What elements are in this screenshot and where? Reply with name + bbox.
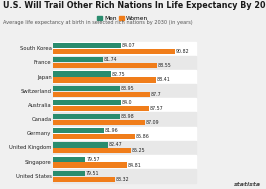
Text: 87.09: 87.09 [146, 120, 159, 125]
Text: 79.51: 79.51 [86, 171, 99, 176]
Text: France: France [34, 60, 52, 65]
Bar [53, 134, 135, 139]
Bar [53, 56, 196, 70]
Text: 84.07: 84.07 [122, 43, 135, 48]
Text: United Kingdom: United Kingdom [9, 145, 52, 150]
Bar [53, 84, 196, 98]
Bar [53, 141, 196, 155]
Text: 82.75: 82.75 [111, 72, 125, 77]
Text: 79.57: 79.57 [86, 157, 99, 162]
Bar [53, 77, 156, 83]
Text: 88.41: 88.41 [156, 77, 170, 82]
Text: United States: United States [16, 174, 52, 179]
Bar [53, 142, 109, 148]
Text: Average life expectancy at birth in selected rich nations by 2030 (in years): Average life expectancy at birth in sele… [3, 20, 192, 25]
Bar [53, 63, 157, 68]
Text: 90.82: 90.82 [175, 49, 189, 54]
Bar [53, 86, 120, 91]
Text: Germany: Germany [27, 131, 52, 136]
Legend: Men, Women: Men, Women [95, 13, 150, 23]
Bar [53, 100, 120, 105]
Bar [53, 71, 111, 77]
Text: South Korea: South Korea [20, 46, 52, 51]
Text: 87.7: 87.7 [151, 92, 161, 97]
Text: 85.86: 85.86 [136, 134, 150, 139]
Bar [53, 155, 196, 169]
Bar [53, 98, 196, 112]
Text: 83.95: 83.95 [121, 86, 134, 91]
Bar [53, 57, 103, 63]
Bar [53, 114, 120, 119]
Text: U.S. Will Trail Other Rich Nations In Life Expectancy By 2030: U.S. Will Trail Other Rich Nations In Li… [3, 1, 266, 10]
Bar [53, 42, 196, 56]
Bar [53, 120, 145, 125]
Bar [53, 91, 150, 97]
Bar [53, 156, 85, 162]
Text: 81.96: 81.96 [105, 128, 119, 133]
Text: statista: statista [234, 182, 261, 187]
Text: Australia: Australia [28, 103, 52, 108]
Text: Switzerland: Switzerland [20, 89, 52, 94]
Text: 81.74: 81.74 [103, 57, 117, 62]
Text: 84.81: 84.81 [128, 163, 142, 167]
Bar [53, 43, 121, 48]
Text: 84.0: 84.0 [121, 100, 132, 105]
Text: 82.47: 82.47 [109, 143, 123, 147]
Bar [53, 148, 131, 153]
Bar [53, 127, 196, 141]
Bar [53, 128, 105, 133]
Text: 88.55: 88.55 [157, 63, 171, 68]
Text: 83.32: 83.32 [116, 177, 130, 182]
Text: 83.98: 83.98 [121, 114, 135, 119]
Text: Canada: Canada [31, 117, 52, 122]
Bar [53, 162, 127, 168]
Bar [53, 171, 85, 176]
Bar [53, 106, 149, 111]
Bar [53, 169, 196, 183]
Text: 85.25: 85.25 [131, 148, 145, 153]
Bar [53, 177, 115, 182]
Text: 87.57: 87.57 [149, 106, 163, 111]
Text: Singapore: Singapore [25, 160, 52, 165]
Bar [53, 112, 196, 127]
Bar [53, 70, 196, 84]
Bar [53, 49, 175, 54]
Text: Japan: Japan [37, 74, 52, 80]
